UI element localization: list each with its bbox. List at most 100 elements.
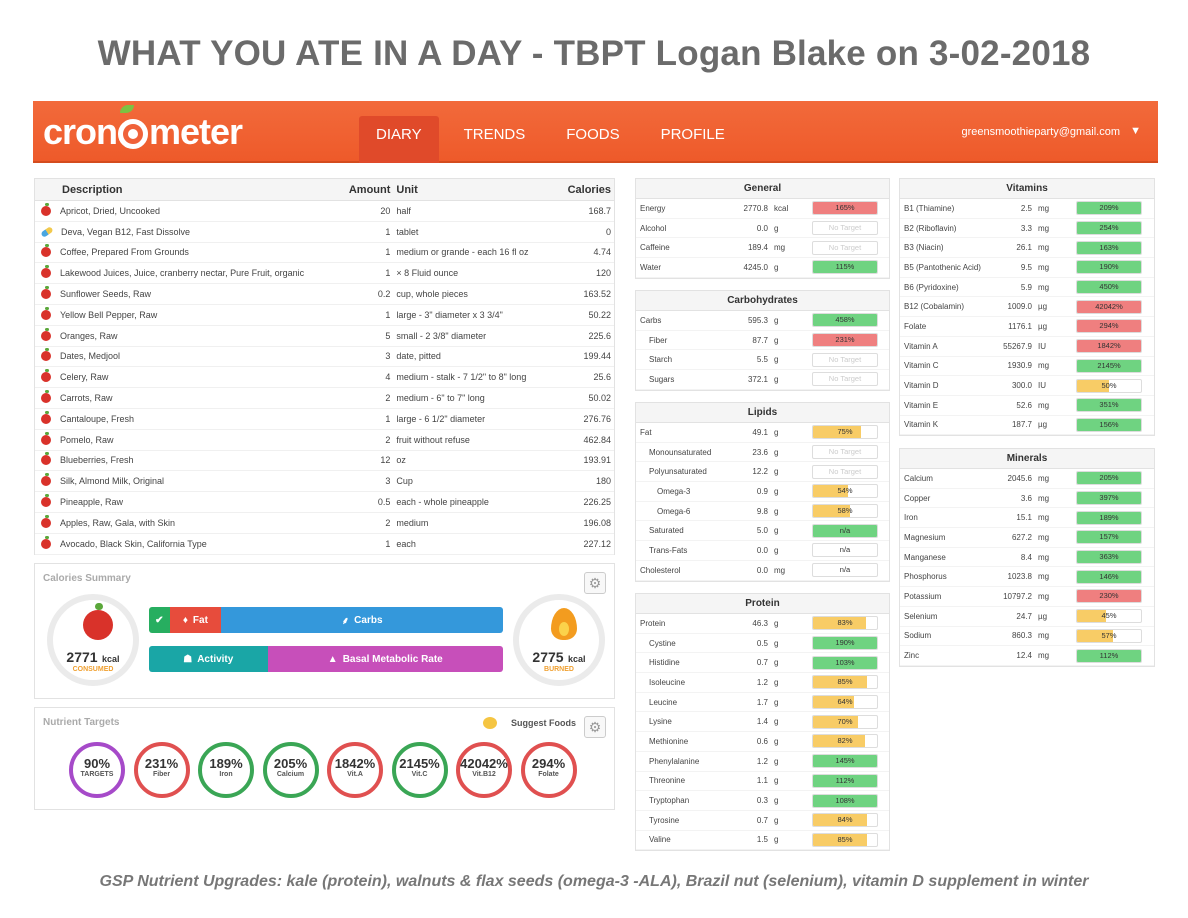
target-circle-vitc[interactable]: 2145% Vit.C <box>391 742 448 798</box>
nutrient-row[interactable]: Sodium 860.3 mg 57% <box>900 627 1154 647</box>
account-email[interactable]: greensmoothieparty@gmail.com <box>961 126 1120 138</box>
nutrient-row[interactable]: Copper 3.6 mg 397% <box>900 489 1154 509</box>
nutrient-row[interactable]: B6 (Pyridoxine) 5.9 mg 450% <box>900 278 1154 298</box>
nutrient-row[interactable]: Alcohol 0.0 g No Target <box>636 219 889 239</box>
nutrient-row[interactable]: Omega-3 0.9 g 54% <box>636 482 889 502</box>
diary-row[interactable]: Silk, Almond Milk, Original 3 Cup 180 <box>35 471 614 493</box>
diary-row[interactable]: Apples, Raw, Gala, with Skin 2 medium 196.0… <box>35 513 614 534</box>
nutrient-row[interactable]: Energy 2770.8 kcal 165% <box>636 199 889 219</box>
nutrient-row[interactable]: Folate 1176.1 µg 294% <box>900 317 1154 337</box>
target-circle-iron[interactable]: 189% Iron <box>198 742 254 798</box>
nutrient-row[interactable]: Water 4245.0 g 115% <box>636 258 889 278</box>
nutrient-row[interactable]: Isoleucine 1.2 g 85% <box>636 673 889 693</box>
column-header-amount[interactable]: Amount <box>348 183 391 196</box>
diary-row[interactable]: Cantaloupe, Fresh 1 large - 6 1/2" diamete… <box>35 409 614 430</box>
nutrient-row[interactable]: Carbs 595.3 g 458% <box>636 311 889 331</box>
nutrient-row[interactable]: Histidine 0.7 g 103% <box>636 653 889 674</box>
tab-trends[interactable]: TRENDS <box>463 126 526 143</box>
nutrient-row[interactable]: Vitamin D 300.0 IU 50% <box>900 376 1154 396</box>
diary-row[interactable]: Apricot, Dried, Uncooked 20 half 168.7 <box>35 201 614 222</box>
nutrient-row[interactable]: Polyunsaturated 12.2 g No Target <box>636 462 889 483</box>
nutrient-unit: mg <box>1038 282 1050 292</box>
nutrient-row[interactable]: Vitamin A 55267.9 IU 1842% <box>900 337 1154 357</box>
nutrient-row[interactable]: Valine 1.5 g 85% <box>636 831 889 851</box>
carbs-segment[interactable]: ⸙ Carbs <box>221 607 503 633</box>
column-header-description[interactable]: Description <box>62 183 123 196</box>
diary-row[interactable]: Deva, Vegan B12, Fast Dissolve 1 tablet 0 <box>35 222 614 243</box>
nutrient-row[interactable]: B2 (Riboflavin) 3.3 mg 254% <box>900 219 1154 239</box>
nutrient-row[interactable]: Sugars 372.1 g No Target <box>636 370 889 390</box>
diary-row[interactable]: Sunflower Seeds, Raw 0.2 cup, whole pieces… <box>35 284 614 305</box>
diary-row[interactable]: Pomelo, Raw 2 fruit without refuse 462.84 <box>35 430 614 451</box>
diary-row[interactable]: Oranges, Raw 5 small - 2 3/8" diameter 225.… <box>35 326 614 347</box>
food-name: Silk, Almond Milk, Original <box>60 476 165 487</box>
activity-segment[interactable]: ☗ Activity <box>149 646 268 672</box>
diary-row[interactable]: Yellow Bell Pepper, Raw 1 large - 3" diame… <box>35 305 614 326</box>
nutrient-row[interactable]: Phenylalanine 1.2 g 145% <box>636 752 889 772</box>
nutrient-row[interactable]: Fat 49.1 g 75% <box>636 423 889 443</box>
fat-segment[interactable]: ♦ Fat <box>169 607 222 633</box>
diary-row[interactable]: Coffee, Prepared From Grounds 1 medium or … <box>35 243 614 264</box>
diary-row[interactable]: Celery, Raw 4 medium - stalk - 7 1/2" to 8… <box>35 367 614 389</box>
nutrient-row[interactable]: Trans-Fats 0.0 g n/a <box>636 541 889 561</box>
diary-row[interactable]: Carrots, Raw 2 medium - 6" to 7" long 50.02 <box>35 388 614 409</box>
tab-foods[interactable]: FOODS <box>566 126 620 143</box>
nutrient-targets-gear-icon[interactable]: ⚙ <box>584 716 606 738</box>
diary-row[interactable]: Pineapple, Raw 0.5 each - whole pineapple 2… <box>35 492 614 513</box>
nutrient-row[interactable]: B1 (Thiamine) 2.5 mg 209% <box>900 199 1154 219</box>
nutrient-row[interactable]: Vitamin K 187.7 µg 156% <box>900 416 1154 436</box>
target-circle-folate[interactable]: 294% Folate <box>520 742 577 798</box>
target-circle-vita[interactable]: 1842% Vit.A <box>327 742 383 798</box>
diary-row[interactable]: Dates, Medjool 3 date, pitted 199.44 <box>35 347 614 368</box>
target-circle-calcium[interactable]: 205% Calcium <box>262 742 319 798</box>
nutrient-row[interactable]: Phosphorus 1023.8 mg 146% <box>900 567 1154 588</box>
nutrient-row[interactable]: Tryptophan 0.3 g 108% <box>636 791 889 811</box>
nutrient-row[interactable]: Manganese 8.4 mg 363% <box>900 548 1154 568</box>
target-circle-vitb12[interactable]: 42042% Vit.B12 <box>456 742 512 798</box>
nutrient-row[interactable]: Starch 5.5 g No Target <box>636 350 889 371</box>
account-dropdown-icon[interactable]: ▼ <box>1130 125 1141 137</box>
diary-row[interactable]: Blueberries, Fresh 12 oz 193.91 <box>35 451 614 472</box>
nutrient-row[interactable]: B12 (Cobalamin) 1009.0 µg 42042% <box>900 297 1154 318</box>
nutrient-row[interactable]: Potassium 10797.2 mg 230% <box>900 587 1154 607</box>
energy-burned-bar[interactable]: ☗ Activity ▲ Basal Metabolic Rate <box>149 646 503 672</box>
suggest-foods-button[interactable]: Suggest Foods <box>483 717 576 729</box>
nutrient-row[interactable]: Vitamin E 52.6 mg 351% <box>900 396 1154 416</box>
nutrient-row[interactable]: B5 (Pantothenic Acid) 9.5 mg 190% <box>900 258 1154 278</box>
nutrient-progress-bar: 458% <box>812 313 878 328</box>
nutrient-row[interactable]: Leucine 1.7 g 64% <box>636 693 889 713</box>
target-circle-fiber[interactable]: 231% Fiber <box>133 742 190 798</box>
column-header-unit[interactable]: Unit <box>396 183 418 196</box>
cronometer-logo[interactable]: cron meter <box>43 105 243 153</box>
nutrient-row[interactable]: Caffeine 189.4 mg No Target <box>636 238 889 259</box>
nutrient-row[interactable]: Omega-6 9.8 g 58% <box>636 502 889 522</box>
diary-row[interactable]: Lakewood Juices, Juice, cranberry nectar… <box>35 263 614 285</box>
target-circle-targets[interactable]: 90% TARGETS <box>69 742 125 798</box>
calories-summary-gear-icon[interactable]: ⚙ <box>584 572 606 594</box>
nutrient-row[interactable]: Cholesterol 0.0 mg n/a <box>636 561 889 581</box>
nutrient-row[interactable]: Monounsaturated 23.6 g No Target <box>636 443 889 463</box>
nutrient-row[interactable]: Threonine 1.1 g 112% <box>636 772 889 792</box>
nutrient-row[interactable]: B3 (Niacin) 26.1 mg 163% <box>900 238 1154 259</box>
macro-breakdown-bar[interactable]: ✔ ♦ Fat ⸙ Carbs <box>149 607 503 633</box>
nutrient-row[interactable]: Magnesium 627.2 mg 157% <box>900 528 1154 548</box>
nutrient-row[interactable]: Protein 46.3 g 83% <box>636 614 889 634</box>
nutrient-row[interactable]: Selenium 24.7 µg 45% <box>900 607 1154 627</box>
tab-profile[interactable]: PROFILE <box>660 126 725 143</box>
column-header-calories[interactable]: Calories <box>567 183 611 196</box>
nutrient-row[interactable]: Fiber 87.7 g 231% <box>636 331 889 351</box>
food-apple-icon <box>41 327 51 341</box>
nutrient-row[interactable]: Vitamin C 1930.9 mg 2145% <box>900 357 1154 377</box>
nutrient-row[interactable]: Calcium 2045.6 mg 205% <box>900 469 1154 489</box>
protein-segment[interactable]: ✔ <box>149 607 170 633</box>
tab-diary[interactable]: DIARY <box>359 116 439 163</box>
bmr-segment[interactable]: ▲ Basal Metabolic Rate <box>267 646 503 672</box>
nutrient-row[interactable]: Lysine 1.4 g 70% <box>636 712 889 733</box>
diary-row[interactable]: Avocado, Black Skin, California Type 1 eac… <box>35 534 614 555</box>
nutrient-row[interactable]: Saturated 5.0 g n/a <box>636 521 889 542</box>
nutrient-row[interactable]: Methionine 0.6 g 82% <box>636 732 889 752</box>
nutrient-row[interactable]: Cystine 0.5 g 190% <box>636 634 889 654</box>
nutrient-row[interactable]: Tyrosine 0.7 g 84% <box>636 811 889 831</box>
nutrient-row[interactable]: Iron 15.1 mg 189% <box>900 508 1154 529</box>
nutrient-row[interactable]: Zinc 12.4 mg 112% <box>900 646 1154 666</box>
